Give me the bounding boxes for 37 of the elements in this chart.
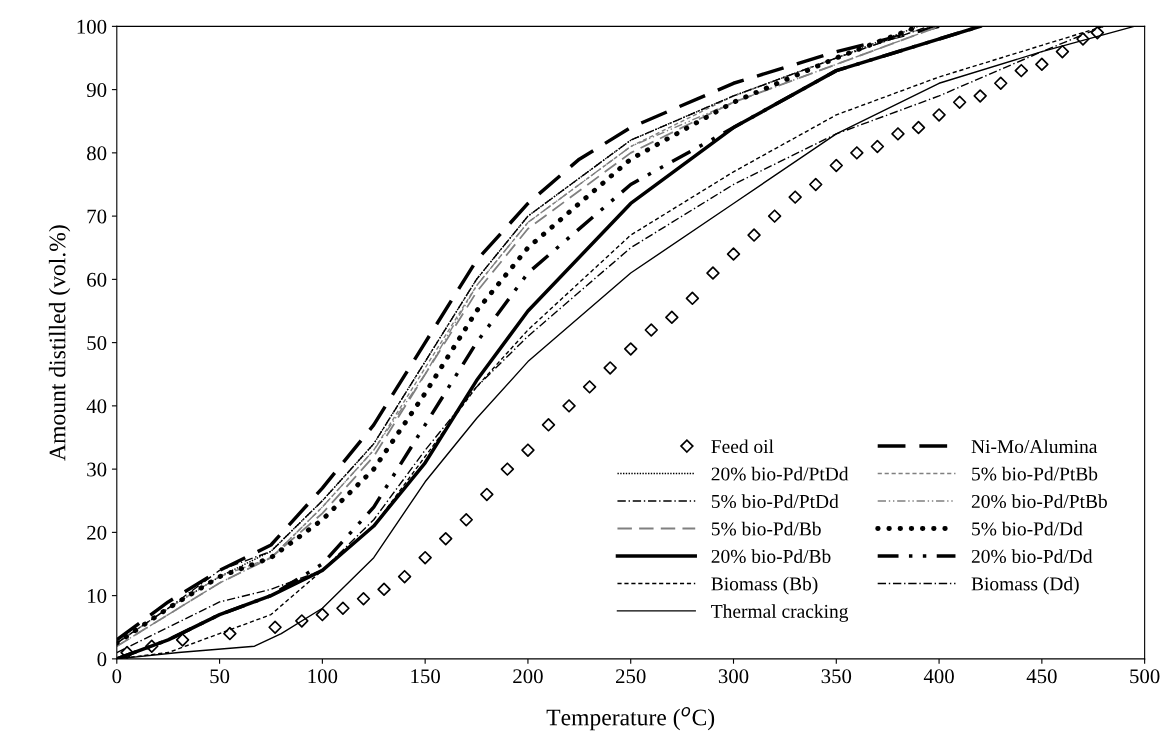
legend-label: 20% bio-Pd/Dd xyxy=(971,549,1093,564)
y-tick-label: 90 xyxy=(86,82,107,98)
x-tick-label: 300 xyxy=(718,669,749,684)
legend-label: Thermal cracking xyxy=(711,604,849,622)
y-tick-label: 50 xyxy=(87,335,107,351)
x-tick-label: 250 xyxy=(616,669,646,684)
legend-label: Feed oil xyxy=(711,439,774,454)
x-tick-label: 500 xyxy=(1130,669,1160,684)
y-tick-label: 30 xyxy=(87,462,107,477)
legend-label: 20% bio-Pd/PtDd xyxy=(711,466,849,481)
x-tick-label: 0 xyxy=(112,669,122,684)
legend-label: 5% bio-Pd/Bb xyxy=(711,521,821,536)
legend-label: 20% bio-Pd/PtBb xyxy=(971,494,1107,509)
y-tick-label: 0 xyxy=(97,652,107,667)
y-tick-label: 100 xyxy=(77,19,107,34)
x-tick-label: 100 xyxy=(308,669,338,684)
y-tick-label: 80 xyxy=(87,146,107,161)
legend-label: Biomass (Bb) xyxy=(711,576,818,595)
x-tick-label: 450 xyxy=(1026,669,1057,684)
x-tick-label: 50 xyxy=(210,669,230,684)
y-tick-label: 40 xyxy=(86,399,107,414)
x-tick-label: 350 xyxy=(821,669,852,684)
legend-label: 5% bio-Pd/PtBb xyxy=(972,466,1098,481)
legend-label: 5% bio-Pd/PtDd xyxy=(711,494,839,509)
legend-label: Ni-Mo/Alumina xyxy=(971,439,1098,454)
y-tick-label: 10 xyxy=(88,589,107,604)
legend-label: Biomass (Dd) xyxy=(971,576,1079,595)
y-axis-title: Amount distilled (vol.%) xyxy=(48,225,71,461)
legend-label: 20% bio-Pd/Bb xyxy=(711,549,831,564)
y-tick-label: 60 xyxy=(87,272,107,287)
x-tick-label: 400 xyxy=(923,669,954,684)
x-tick-label: 200 xyxy=(513,669,543,684)
y-tick-label: 20 xyxy=(87,525,107,540)
x-axis-title: Temperature ($^{o}$C) xyxy=(546,706,715,731)
x-tick-label: 150 xyxy=(411,669,440,684)
y-tick-label: 70 xyxy=(87,209,107,224)
legend-label: 5% bio-Pd/Dd xyxy=(972,521,1083,536)
